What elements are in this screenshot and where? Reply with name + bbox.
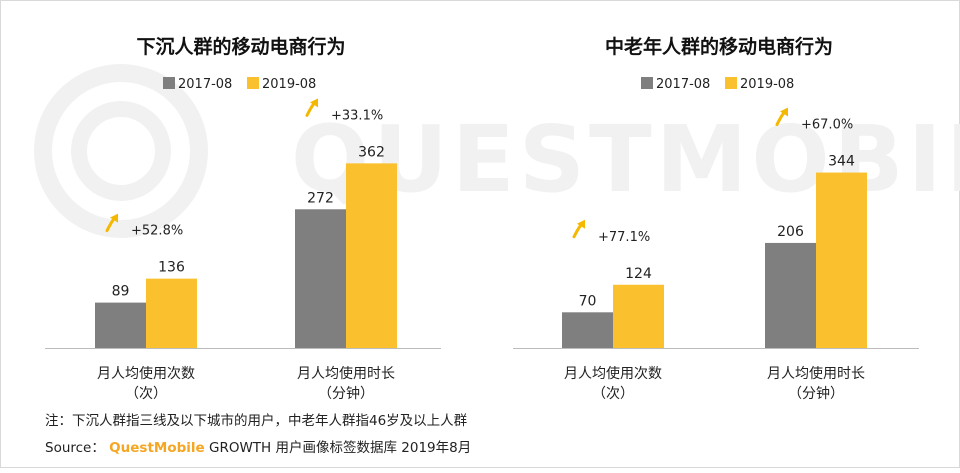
chart2-growth-label-1: +77.1% [598, 230, 650, 245]
chart1-growth-arrowhead-icon-1 [110, 213, 118, 223]
chart1-value-label-1-2: 136 [158, 260, 185, 276]
chart2-title: 中老年人群的移动电商行为 [605, 35, 833, 58]
chart1-legend-swatch-1 [163, 77, 175, 89]
chart1-title: 下沉人群的移动电商行为 [136, 35, 345, 58]
source-prefix: Source： [45, 440, 110, 456]
chart2-bar-1-1 [562, 312, 613, 348]
chart1-category-unit-1: （次） [125, 386, 167, 402]
charts-layer: 下沉人群的移动电商行为 2017-08 2019-08 89 136 +52.8% 月人均使… [45, 35, 919, 402]
chart2-category-label-2: 月人均使用时长 [767, 365, 865, 382]
chart2-legend-swatch-1 [641, 77, 653, 89]
source-suffix: GROWTH 用户画像标签数据库 2019年8月 [204, 440, 472, 456]
chart2-legend-label-1: 2017-08 [656, 77, 710, 92]
chart2-growth-arrowhead-icon-2 [780, 107, 788, 117]
chart2-value-label-2-1: 206 [777, 224, 804, 240]
footnote: 注：下沉人群指三线及以下城市的用户，中老年人群指46岁及以上人群 [45, 413, 468, 429]
chart1-legend-label-2: 2019-08 [262, 77, 316, 92]
chart2-value-label-1-1: 70 [579, 293, 597, 309]
chart2-legend-swatch-2 [725, 77, 737, 89]
chart1-growth-arrowhead-icon-2 [310, 98, 318, 108]
chart1-legend-swatch-2 [247, 77, 259, 89]
chart1-growth-label-1: +52.8% [131, 224, 183, 239]
chart2-bar-2-1 [765, 242, 816, 348]
chart1-category-unit-2: （分钟） [318, 385, 374, 402]
chart2-growth-label-2: +67.0% [801, 118, 853, 133]
chart2-category-label-1: 月人均使用次数 [564, 365, 662, 382]
chart2-bar-2-2 [816, 172, 867, 348]
source-line: Source： QuestMobile GROWTH 用户画像标签数据库 201… [45, 436, 471, 456]
chart2-legend-label-2: 2019-08 [740, 77, 794, 92]
chart1-bar-1-1 [95, 302, 146, 348]
chart1-growth-label-2: +33.1% [331, 108, 383, 123]
chart1-legend-label-1: 2017-08 [178, 77, 232, 92]
chart1-category-label-1: 月人均使用次数 [97, 365, 195, 382]
chart2-value-label-1-2: 124 [625, 266, 652, 282]
chart1-bar-2-2 [346, 163, 397, 348]
chart2-bar-1-2 [613, 284, 664, 348]
chart2-category-unit-2: （分钟） [788, 385, 844, 402]
chart1-value-label-2-2: 362 [358, 144, 385, 160]
chart2-category-unit-1: （次） [592, 386, 634, 402]
chart1-category-label-2: 月人均使用时长 [297, 365, 395, 382]
chart2-value-label-2-2: 344 [828, 154, 855, 170]
chart1-value-label-1-1: 89 [112, 284, 130, 300]
source-brand: QuestMobile [109, 440, 205, 456]
chart1-bar-1-2 [146, 278, 197, 348]
chart1-value-label-2-1: 272 [307, 190, 334, 206]
chart2-growth-arrowhead-icon-1 [577, 219, 585, 229]
chart1-bar-2-1 [295, 209, 346, 348]
